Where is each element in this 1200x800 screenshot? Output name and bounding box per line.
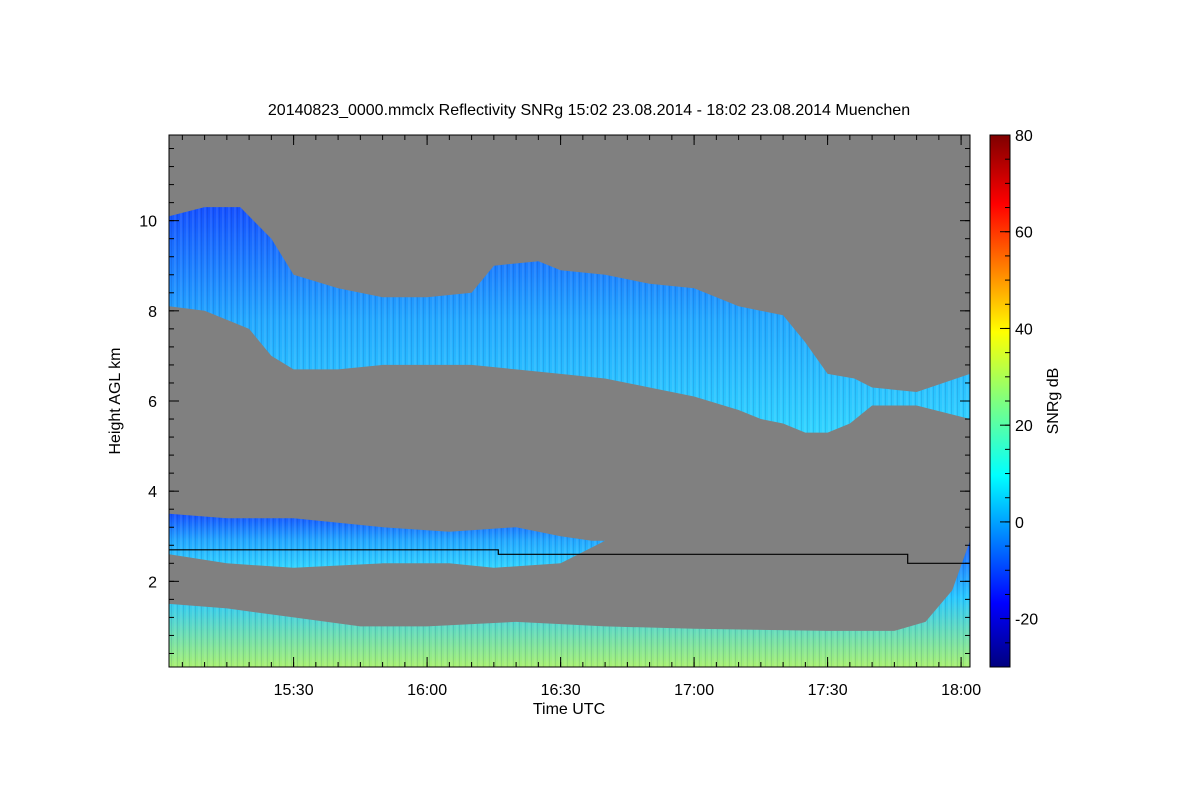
x-tick-label: 15:30	[274, 682, 314, 699]
colorbar-tick-label: 0	[1015, 515, 1024, 532]
x-tick-label: 16:30	[541, 682, 581, 699]
x-tick-label: 17:30	[808, 682, 848, 699]
layer-lower-cloud-layer-texture	[169, 513, 606, 568]
chart-title: 20140823_0000.mmclx Reflectivity SNRg 15…	[268, 102, 910, 119]
y-tick-label: 6	[148, 394, 157, 411]
y-tick-label: 4	[148, 484, 157, 501]
x-tick-label: 17:00	[674, 682, 714, 699]
x-axis-label: Time UTC	[533, 701, 605, 718]
colorbar-tick-label: 40	[1015, 321, 1033, 338]
colorbar: -20 0 20 40 60 80 SNRg dB	[989, 128, 1062, 668]
colorbar-tick-label: 80	[1015, 128, 1033, 145]
y-tick-label: 8	[148, 304, 157, 321]
x-tick-label: 16:00	[407, 682, 447, 699]
colorbar-label: SNRg dB	[1045, 368, 1062, 435]
x-tick-label: 18:00	[941, 682, 981, 699]
line-series	[169, 549, 970, 564]
colorbar-tick-label: 60	[1015, 225, 1033, 242]
layer-boundary-layer-texture	[169, 540, 970, 667]
colorbar-tick-label: -20	[1015, 612, 1038, 629]
y-axis-label: Height AGL km	[107, 347, 124, 454]
y-tick-label: 10	[139, 214, 157, 231]
y-tick-label: 2	[148, 574, 157, 591]
layer-upper-cloud-texture	[169, 207, 970, 433]
colorbar-tick-label: 20	[1015, 418, 1033, 435]
